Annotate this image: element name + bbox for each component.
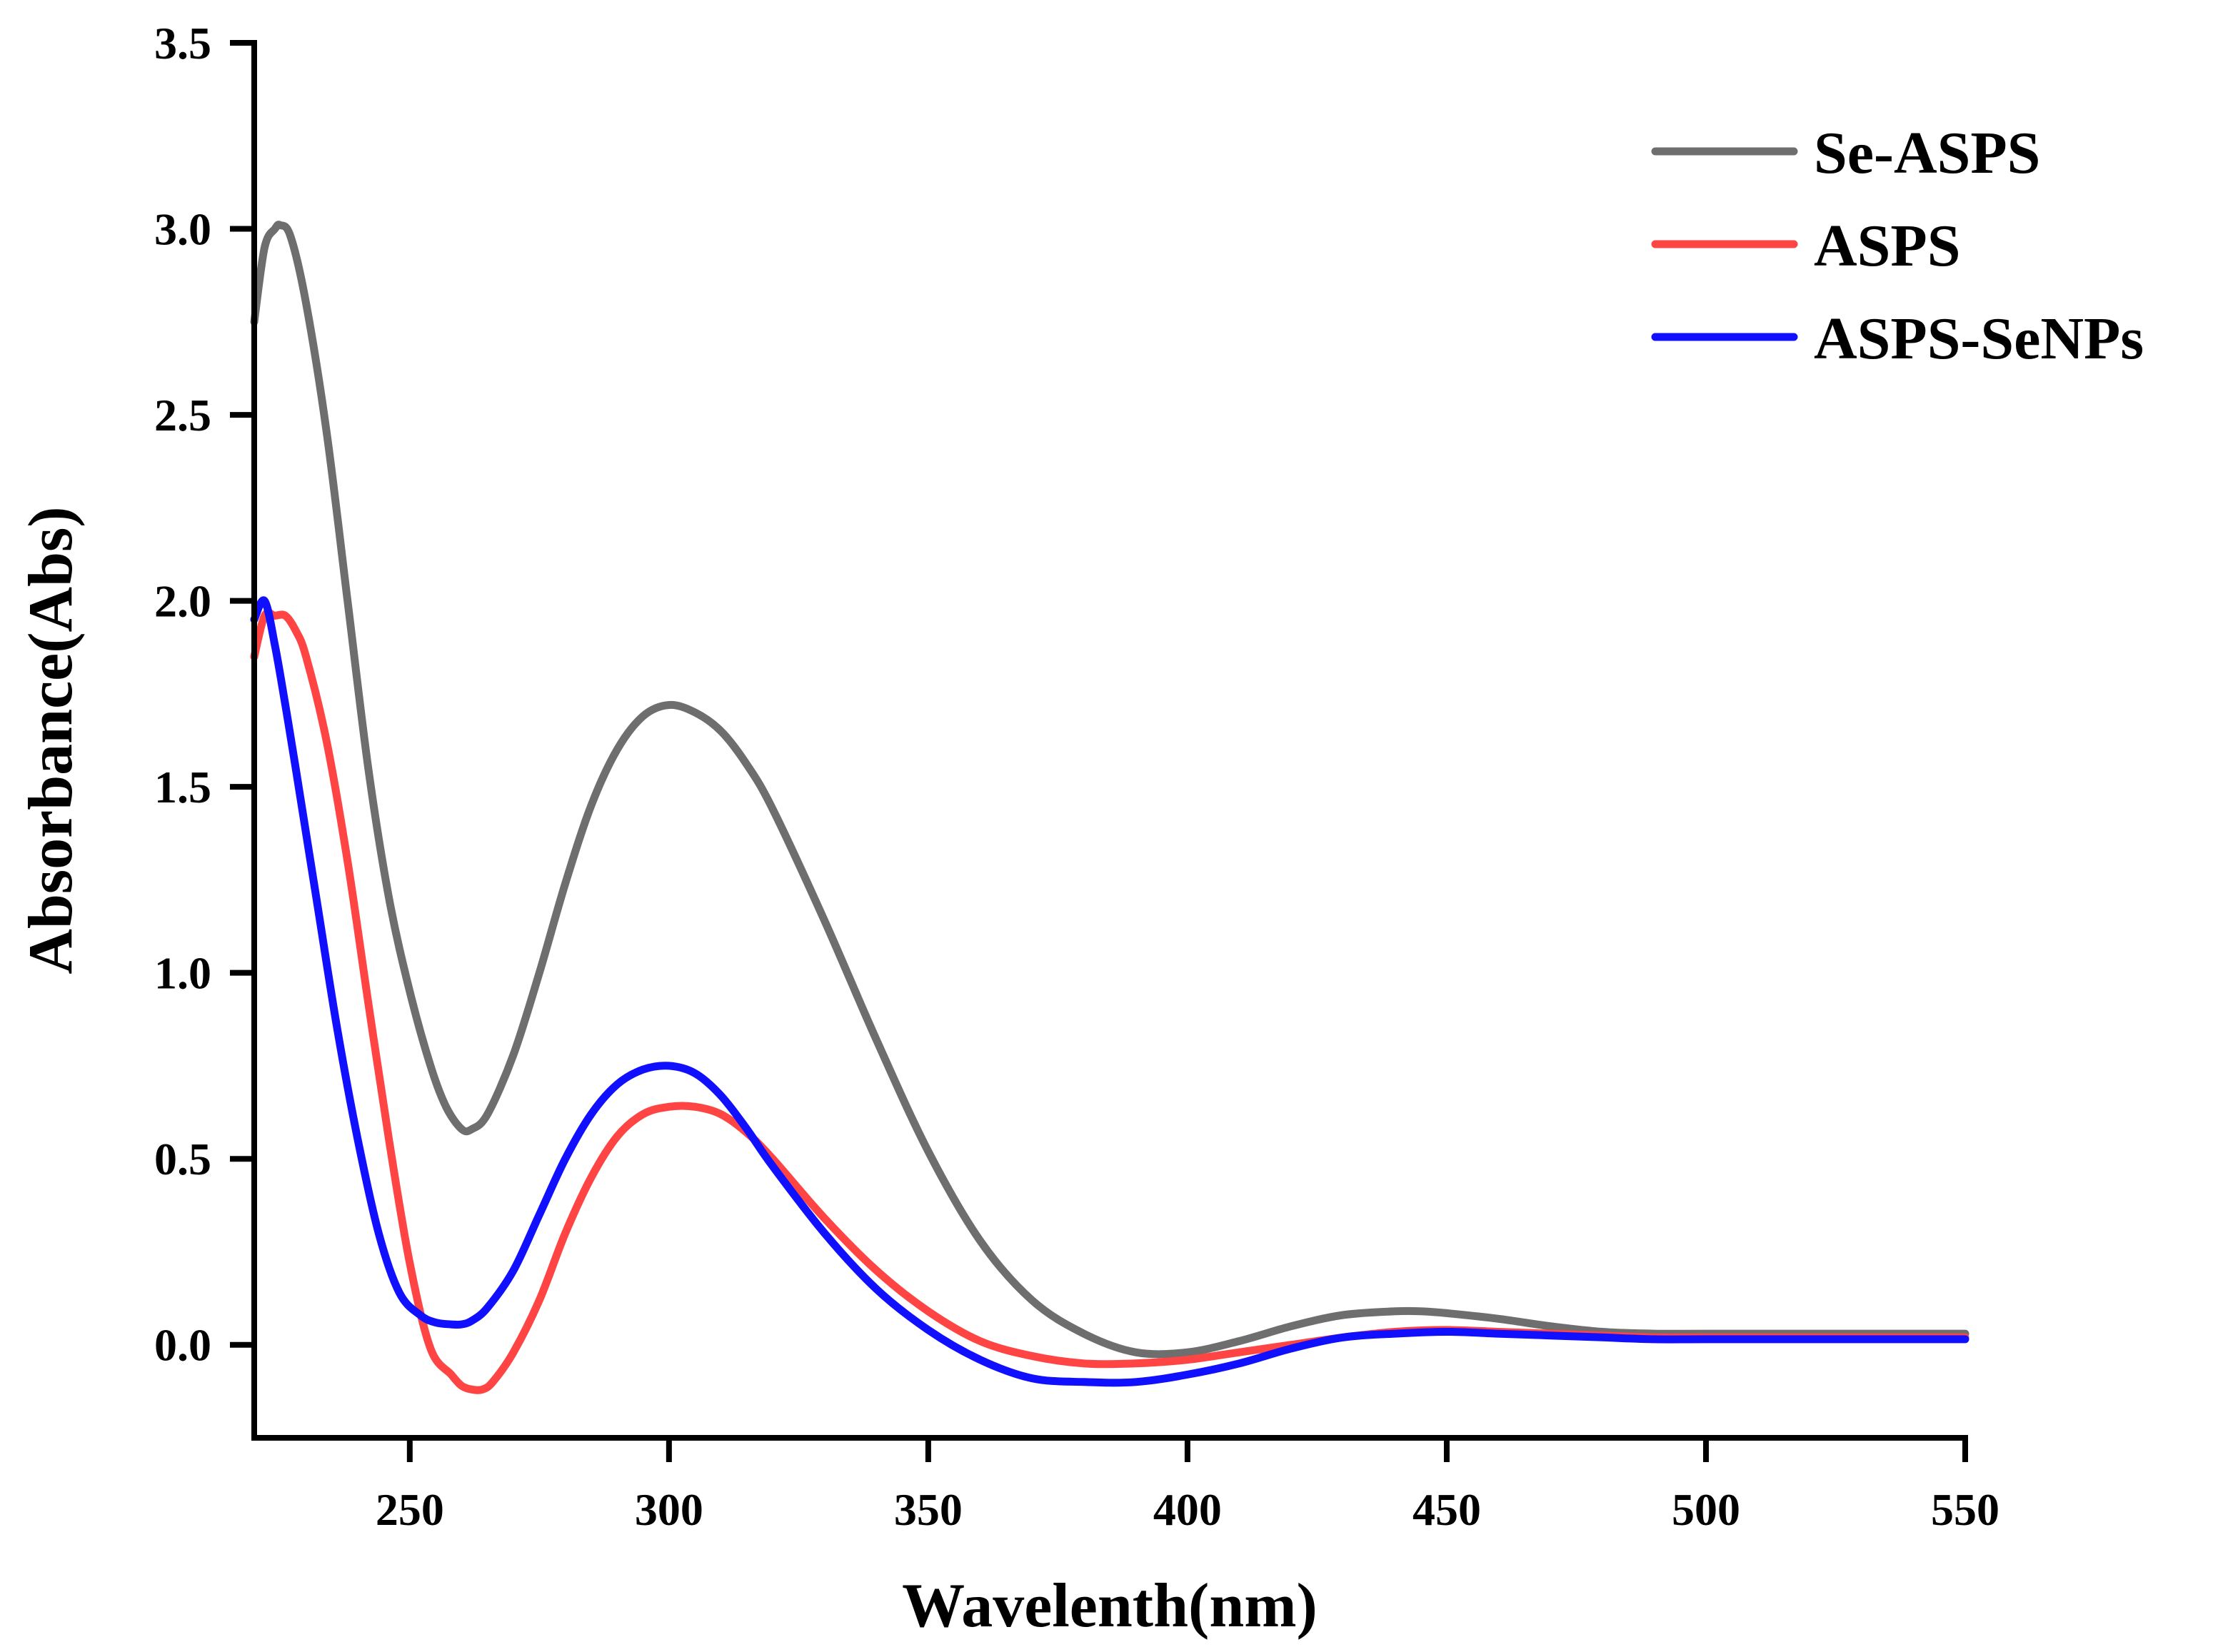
legend-label-se-asps: Se-ASPS	[1814, 120, 2040, 186]
x-tick-label: 500	[1672, 1484, 1740, 1535]
legend: Se-ASPS ASPS ASPS-SeNPs	[1651, 120, 2144, 372]
y-tick-label: 0.5	[154, 1134, 211, 1184]
x-ticks-group: 250 300 350 400 450 500 550	[376, 1438, 1999, 1535]
x-tick-label: 250	[376, 1484, 444, 1535]
plot-series-group	[250, 221, 1969, 1394]
x-tick-label: 550	[1931, 1484, 1999, 1535]
series-line-se-asps	[250, 221, 1969, 1359]
y-axis-title: Absorbance(Abs)	[16, 506, 86, 974]
y-ticks-group: 0.0 0.5 1.0 1.5 2.0 2.5 3.0 3.5	[154, 18, 254, 1371]
x-tick-label: 350	[894, 1484, 963, 1535]
y-tick-label: 1.0	[154, 948, 211, 999]
y-tick-label: 2.0	[154, 576, 211, 627]
x-tick-label: 450	[1412, 1484, 1481, 1535]
y-tick-label: 0.0	[154, 1320, 211, 1371]
y-tick-label: 3.5	[154, 18, 211, 69]
x-tick-label: 400	[1153, 1484, 1222, 1535]
y-tick-label: 1.5	[154, 762, 211, 812]
legend-label-asps-senps: ASPS-SeNPs	[1814, 306, 2144, 372]
series-line-asps-senps	[250, 596, 1969, 1387]
legend-label-asps: ASPS	[1814, 213, 1960, 279]
y-tick-label: 3.0	[154, 204, 211, 255]
x-axis-title: Wavelenth(nm)	[902, 1571, 1318, 1641]
axes-group	[251, 40, 1968, 1441]
x-tick-label: 300	[635, 1484, 703, 1535]
y-tick-label: 2.5	[154, 390, 211, 440]
